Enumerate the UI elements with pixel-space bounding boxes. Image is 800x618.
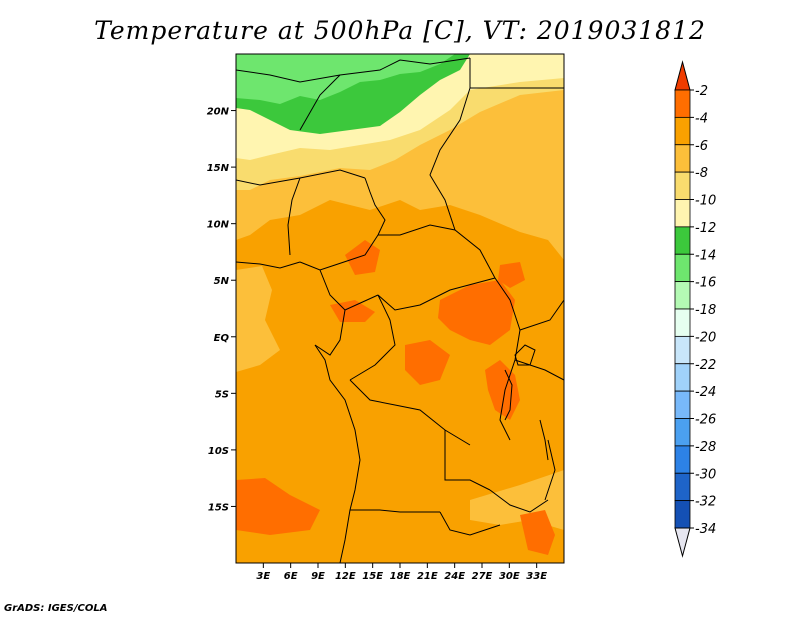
border-cameroon-car (299, 234, 379, 271)
lat-tick-label: 5S (215, 389, 229, 400)
field-patch-gabon (330, 300, 375, 322)
lake-malawi (539, 419, 549, 461)
country-borders (236, 57, 564, 563)
colorbar-segment (674, 500, 691, 529)
colorbar-segment (674, 116, 691, 146)
colorbar-segment (674, 390, 691, 419)
field-patch-great-lakes (485, 360, 520, 420)
colorbar-label: -30 (695, 467, 716, 482)
colorbar-segment (674, 308, 691, 337)
colorbar-label: -22 (695, 358, 716, 373)
colorbar-label: -14 (695, 248, 716, 263)
colorbar-segment (674, 144, 691, 173)
colorbar-label: -12 (695, 221, 716, 236)
border-tanzania (514, 359, 564, 381)
colorbar-label: -34 (695, 522, 716, 537)
border-nigeria-cameroon (287, 177, 301, 256)
field-patch-sudan (498, 262, 525, 288)
lat-tick-label: 10S (208, 446, 229, 457)
coastline-gulf-of-guinea (314, 344, 361, 563)
colorbar-label: -28 (695, 440, 716, 455)
longitude-ticks: 3E 6E 9E 12E 15E 18E 21E 24E 27E 30E 33E (256, 563, 547, 582)
colorbar-label: -8 (695, 166, 708, 181)
field-patch-southwest (236, 478, 320, 535)
field-band-minus14 (236, 54, 455, 104)
border-lake-chad (364, 177, 386, 236)
lon-tick-label: 33E (526, 571, 547, 582)
lat-tick-label: 15S (208, 502, 229, 513)
lon-tick-label: 9E (311, 571, 325, 582)
colorbar-label: -26 (695, 413, 716, 428)
lon-tick-label: 6E (284, 571, 298, 582)
lat-tick-label: 5N (214, 276, 230, 287)
lon-tick-label: 21E (417, 571, 438, 582)
field-patch-congo (405, 340, 450, 385)
colorbar-label: -16 (695, 276, 716, 291)
colorbar-bottom-arrow (674, 527, 691, 558)
field-patch-cameroon (345, 240, 380, 275)
colorbar-label: -2 (695, 84, 708, 99)
field-band-minus6-west (236, 266, 280, 372)
field-patch-central-africa (438, 280, 515, 345)
border-namibia-botswana (439, 511, 501, 536)
colorbar-label: -10 (695, 194, 716, 209)
lon-tick-label: 18E (390, 571, 411, 582)
colorbar: -2 -4 -6 -8 -10 -12 -14 -16 -18 -20 -22 -24 -26 -28 -3… (674, 60, 716, 558)
border-north-horizontal (236, 57, 471, 83)
lon-tick-label: 27E (472, 571, 493, 582)
colorbar-segment (674, 472, 691, 502)
lon-tick-label: 3E (256, 571, 270, 582)
colorbar-segment (674, 363, 691, 392)
colorbar-segment (674, 335, 691, 365)
lat-tick-label: 15N (207, 163, 230, 174)
border-gabon (314, 309, 346, 356)
colorbar-segment (674, 253, 691, 283)
border-car-congo (377, 277, 496, 311)
colorbar-segment (674, 89, 691, 118)
border-drc-angola (349, 379, 471, 446)
colorbar-segment (674, 226, 691, 255)
colorbar-label: -32 (695, 495, 716, 510)
colorbar-segment (674, 445, 691, 474)
border-chad-sudan (429, 87, 471, 231)
footer-credit: GrADS: IGES/COLA (4, 603, 108, 614)
colorbar-segment (674, 281, 691, 310)
lake-tanganyika (504, 369, 513, 421)
border-angola-namibia (350, 509, 440, 513)
lon-tick-label: 24E (444, 571, 465, 582)
coastline-west-africa (236, 261, 301, 269)
map-title: Temperature at 500hPa [C], VT: 201903181… (94, 16, 706, 45)
border-cameroon-congo (319, 269, 379, 311)
colorbar-label: -6 (695, 139, 708, 154)
border-angola-zambia (444, 430, 491, 491)
lat-tick-label: 10N (207, 220, 230, 231)
lake-victoria (514, 344, 536, 366)
colorbar-label: -20 (695, 330, 716, 345)
border-congo-drc (349, 294, 396, 381)
colorbar-segment (674, 418, 691, 447)
colorbar-label: -18 (695, 303, 716, 318)
latitude-ticks: 20N 15N 10N 5N EQ 5S 10S 15S (207, 107, 236, 513)
colorbar-segment (674, 199, 691, 228)
colorbar-segment (674, 171, 691, 200)
lon-tick-label: 12E (335, 571, 356, 582)
border-car-drc (378, 224, 496, 279)
field-patch-southeast (520, 510, 555, 555)
border-mozambique (544, 439, 556, 501)
lat-tick-label: 20N (207, 107, 230, 118)
lat-tick-label: EQ (214, 333, 230, 344)
colorbar-top-arrow (674, 60, 691, 91)
lon-tick-label: 15E (362, 571, 383, 582)
lon-tick-label: 30E (499, 571, 520, 582)
border-zambia-zimbabwe (489, 489, 549, 513)
colorbar-label: -4 (695, 111, 708, 126)
border-east-africa (519, 299, 564, 331)
colorbar-label: -24 (695, 385, 716, 400)
border-niger-chad (299, 74, 341, 131)
